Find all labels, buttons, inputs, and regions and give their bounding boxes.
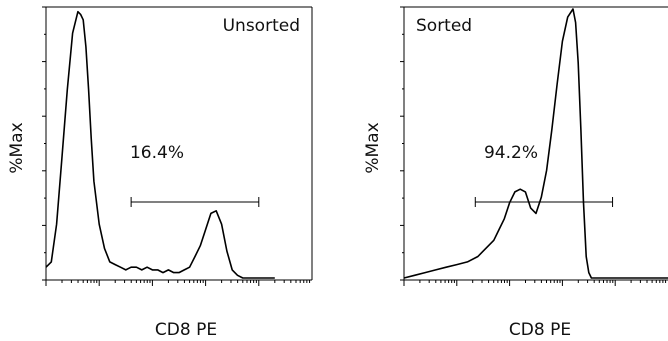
histogram-line — [45, 10, 275, 279]
histogram-line — [403, 8, 668, 279]
y-axis-label: %Max — [363, 122, 383, 173]
y-axis-label: %Max — [7, 122, 27, 173]
unsorted-panel: Unsorted 16.4% CD8 PE %Max — [7, 6, 313, 340]
x-axis-label: CD8 PE — [155, 320, 217, 340]
x-axis-label: CD8 PE — [509, 320, 571, 340]
panel-label: Unsorted — [223, 16, 300, 36]
sorted-panel: Sorted 94.2% CD8 PE %Max — [363, 6, 668, 340]
gate-percent-label: 94.2% — [484, 143, 538, 163]
panel-label: Sorted — [416, 16, 472, 36]
gate-percent-label: 16.4% — [130, 143, 184, 163]
